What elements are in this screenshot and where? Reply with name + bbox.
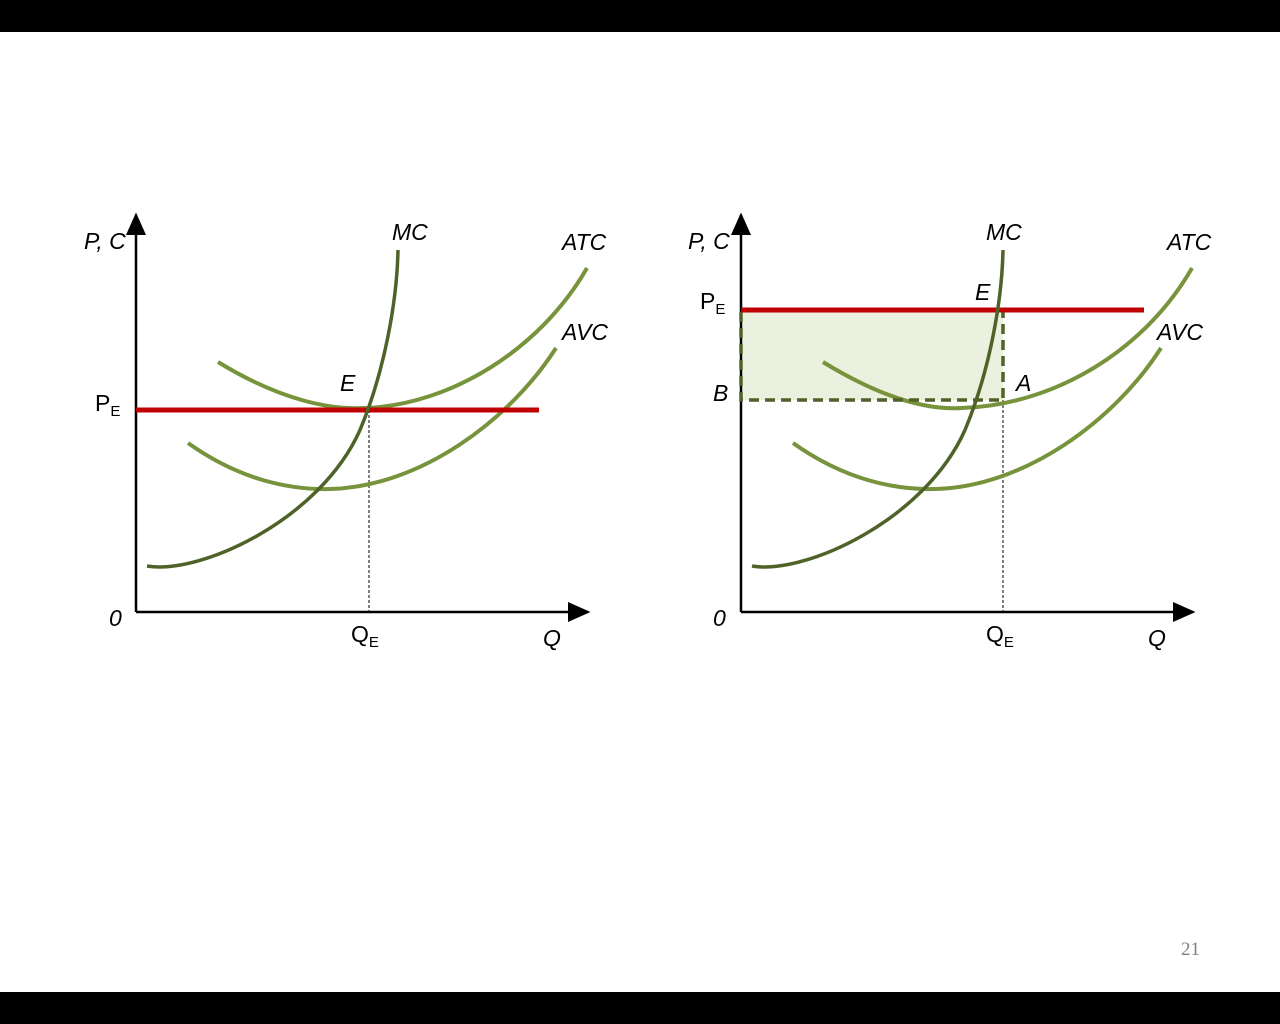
equilibrium-label: E — [975, 279, 991, 305]
loss-box-border — [739, 312, 1005, 402]
mc-label: MC — [986, 219, 1022, 245]
price-label: PE — [95, 390, 120, 420]
bottom-bar — [0, 992, 1280, 1024]
quantity-sub: E — [369, 634, 379, 651]
quantity-label: QE — [351, 621, 379, 651]
point-b-label: B — [713, 380, 728, 406]
quantity-sub: E — [1004, 634, 1014, 651]
price-sub: E — [715, 301, 725, 318]
x-axis-label: Q — [1148, 625, 1166, 651]
atc-curve — [821, 267, 1194, 411]
point-a-label: A — [1014, 370, 1031, 396]
mc-label: MC — [392, 219, 428, 245]
loss-area — [741, 310, 1003, 400]
left-panel: P, C MC ATC AVC E PE 0 QE Q — [84, 212, 608, 651]
y-axis-label: P, C — [84, 228, 126, 254]
quantity-main: Q — [351, 621, 369, 647]
origin-label: 0 — [713, 605, 726, 631]
right-panel: P, C MC ATC AVC E PE B A 0 QE Q — [688, 212, 1212, 651]
atc-curve — [216, 267, 589, 411]
page-number: 21 — [1181, 939, 1200, 960]
avc-label: AVC — [560, 319, 608, 345]
price-main: P — [95, 390, 110, 416]
origin-label: 0 — [109, 605, 122, 631]
mc-curve — [146, 249, 400, 569]
avc-curve — [186, 346, 558, 492]
avc-label: AVC — [1155, 319, 1203, 345]
quantity-label: QE — [986, 621, 1014, 651]
top-bar — [0, 0, 1280, 32]
mc-curve — [751, 249, 1005, 569]
price-main: P — [700, 288, 715, 314]
price-sub: E — [110, 403, 120, 420]
price-label: PE — [700, 288, 725, 318]
x-axis-label: Q — [543, 625, 561, 651]
equilibrium-label: E — [340, 370, 356, 396]
atc-label: ATC — [1165, 229, 1212, 255]
y-axis-label: P, C — [688, 228, 730, 254]
quantity-main: Q — [986, 621, 1004, 647]
atc-label: ATC — [560, 229, 607, 255]
avc-curve — [791, 346, 1163, 492]
